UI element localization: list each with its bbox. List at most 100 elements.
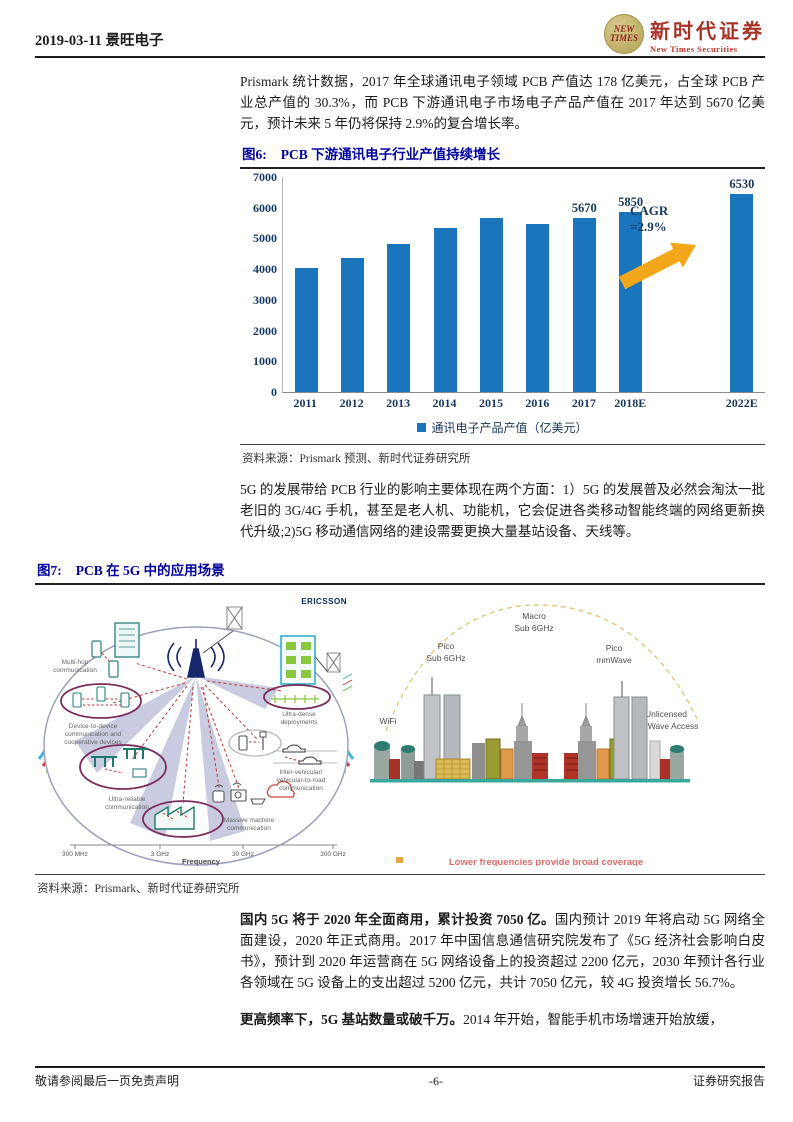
bar-2018E: 5850 <box>607 177 653 392</box>
cagr-arrow-icon <box>618 242 696 290</box>
svg-text:cooperative devices: cooperative devices <box>64 739 122 746</box>
badge-text-bottom: TIMES <box>609 33 638 43</box>
label-ultra-reliable: Ultra-reliable <box>109 796 146 803</box>
frequency-axis: 300 MHz 3 GHz 30 GHz 300 GHz Frequency <box>62 844 346 866</box>
factory-scene <box>142 800 224 838</box>
chart-legend: 通讯电子产品产值（亿美元） <box>240 419 765 436</box>
x-tick-2017: 2017 <box>571 396 596 410</box>
bar-value-label-2017: 5670 <box>571 200 597 215</box>
cagr-line1: CAGR <box>630 202 669 218</box>
y-tick-7000: 7000 <box>253 170 277 184</box>
header-rule <box>35 56 765 58</box>
paragraph-domestic-5g-lead: 国内 5G 将于 2020 年全面商用，累计投资 7050 亿。 <box>240 912 555 927</box>
bar-2011 <box>283 177 329 392</box>
bar-2016 <box>515 177 561 392</box>
brand-logo: NEW TIMES 新时代证券 New Times Securities <box>604 14 765 54</box>
bar-rect-2015 <box>479 218 504 392</box>
spectrum-arc <box>385 604 700 732</box>
freq-tick: 300 MHz <box>62 851 88 858</box>
ultra-reliable-scene: Ultra-reliable communication <box>79 744 167 811</box>
caption-bullet-icon <box>396 857 403 863</box>
x-tick-2018E: 2018E <box>614 396 647 410</box>
svg-text:Sub 6GHz: Sub 6GHz <box>514 623 553 633</box>
city-skyline <box>370 677 690 783</box>
figure7-caption: 图7: PCB 在 5G 中的应用场景 <box>35 556 765 585</box>
label-massive-machine: Massive machine <box>224 817 275 824</box>
paragraph-base-stations: 更高频率下，5G 基站数量或破千万。2014 年开始，智能手机市场增速开始放缓， <box>240 1012 724 1027</box>
x-tick-2013: 2013 <box>386 396 411 410</box>
figure6-bar-chart: 7000 6000 5000 4000 3000 2000 1000 0 CAGR =2.9%… <box>240 170 765 436</box>
paragraph-5g-impact: 5G 的发展带给 PCB 行业的影响主要体现在两个方面：1）5G 的发展普及必然… <box>240 482 765 539</box>
bar-rect-2018E <box>618 212 643 392</box>
svg-text:communication: communication <box>53 667 97 674</box>
paragraph-domestic-5g: 国内 5G 将于 2020 年全面商用，累计投资 7050 亿。国内预计 201… <box>240 912 765 990</box>
x-label-gap <box>654 396 719 411</box>
figure6-label: 图6: <box>242 147 267 162</box>
massive-machine-scene: Massive machine communication <box>212 780 295 832</box>
page-footer: 敬请参阅最后一页免责声明 -6- 证券研究报告 <box>35 1066 765 1089</box>
x-tick-2016: 2016 <box>525 396 550 410</box>
city-caption-red: Lower frequencies provide broad coverage <box>449 857 643 866</box>
x-tick-2022E: 2022E <box>725 396 758 410</box>
freq-tick: 30 GHz <box>232 851 254 858</box>
bar-rect-2017 <box>572 217 596 392</box>
report-date-title: 2019-03-11 景旺电子 <box>35 33 164 49</box>
label-inter-vehicular: Inter-vehicular/ <box>280 769 323 776</box>
label-d2d: Device-to-device <box>69 723 118 730</box>
svg-text:vehicular-to-road: vehicular-to-road <box>277 777 326 784</box>
figure6-title: PCB 下游通讯电子行业产值持续增长 <box>280 147 501 162</box>
bar-value-label-2022E: 6530 <box>729 177 755 191</box>
label-unlicensed: Unlicensed <box>645 709 687 719</box>
brand-name-cn: 新时代证券 <box>650 20 765 43</box>
bar-rect-2016 <box>526 223 550 392</box>
paragraph-base-stations-lead: 更高频率下，5G 基站数量或破千万。 <box>240 1012 464 1027</box>
spectrum-labels: Macro Sub 6GHz Pico Sub 6GHz Pico mmWave… <box>380 611 699 731</box>
ultra-dense-scene: Ultra-dense deployments <box>263 635 331 726</box>
freq-tick: 3 GHz <box>151 851 169 858</box>
freq-tick: 300 GHz <box>320 851 346 858</box>
brand-badge-icon: NEW TIMES <box>604 14 644 54</box>
y-tick-1000: 1000 <box>253 354 277 369</box>
cagr-line2: =2.9% <box>630 218 667 234</box>
page-number: -6- <box>429 1074 443 1088</box>
y-tick-2000: 2000 <box>253 323 277 338</box>
x-axis-labels: 2011 2012 2013 2014 2015 2016 2017 2018E 2022E <box>282 396 765 411</box>
ericsson-5g-diagram: Multi-hop communication Device-to-device… <box>35 591 357 866</box>
label-ultra-dense: Ultra-dense <box>282 711 316 718</box>
antenna-box-icons <box>202 606 353 692</box>
brand-text: 新时代证券 New Times Securities <box>650 15 765 54</box>
bar-rect-2022E <box>730 194 754 392</box>
bar-2012 <box>329 177 375 392</box>
figure6-source: 资料来源：Prismark 预测、新时代证券研究所 <box>240 444 765 466</box>
page-header: 2019-03-11 景旺电子 NEW TIMES 新时代证券 New Time… <box>35 0 765 54</box>
cell-tower-icon <box>167 639 225 678</box>
y-tick-0: 0 <box>271 384 277 399</box>
svg-text:mmWave: mmWave <box>596 655 632 665</box>
x-tick-2011: 2011 <box>293 396 317 410</box>
svg-text:communication: communication <box>279 785 323 792</box>
svg-text:communication: communication <box>105 804 149 811</box>
y-tick-6000: 6000 <box>253 200 277 215</box>
inter-vehicular-scene: Inter-vehicular/ vehicular-to-road commu… <box>228 729 337 792</box>
figure7-title: PCB 在 5G 中的应用场景 <box>75 563 225 578</box>
y-tick-4000: 4000 <box>253 262 277 277</box>
brand-name-en: New Times Securities <box>650 43 738 54</box>
svg-text:deployments: deployments <box>281 719 319 726</box>
x-tick-2014: 2014 <box>432 396 457 410</box>
ericsson-logo-text: ERICSSON <box>301 597 347 606</box>
label-pico-sub6: Pico <box>438 641 455 651</box>
bar-2014 <box>422 177 468 392</box>
x-tick-2015: 2015 <box>478 396 503 410</box>
y-axis-ticks: 7000 6000 5000 4000 3000 2000 1000 0 <box>240 170 282 399</box>
city-spectrum-diagram: Macro Sub 6GHz Pico Sub 6GHz Pico mmWave… <box>366 591 761 866</box>
figure7-label: 图7: <box>37 563 62 578</box>
figure6-caption: 图6: PCB 下游通讯电子行业产值持续增长 <box>240 140 765 169</box>
device-to-device-scene: Device-to-device communication and coope… <box>60 683 142 746</box>
badge-text-top: NEW <box>613 24 635 34</box>
bar-value-label-2018E: 5850 <box>618 195 644 210</box>
x-tick-2012: 2012 <box>339 396 364 410</box>
freq-axis-label: Frequency <box>182 857 221 866</box>
label-multi-hop: Multi-hop <box>62 659 89 666</box>
bar-rect-2013 <box>387 243 411 392</box>
